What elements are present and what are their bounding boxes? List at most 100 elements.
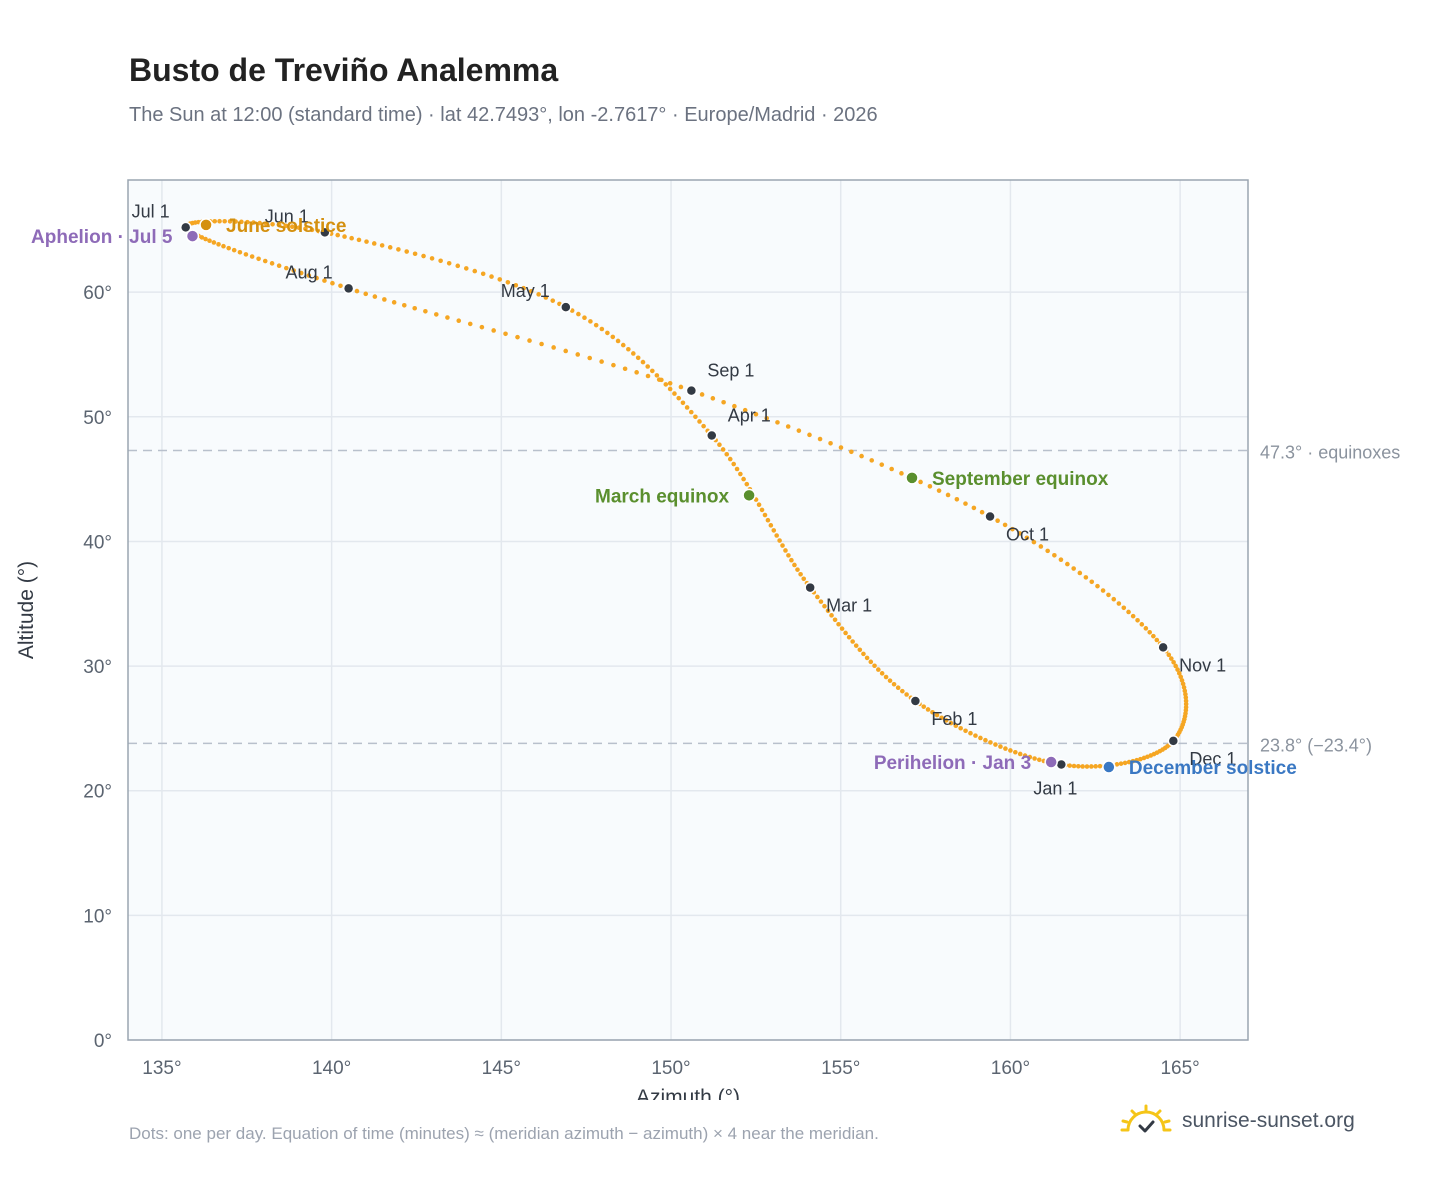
daily-sun-dot (895, 685, 901, 691)
daily-sun-dot (792, 562, 797, 568)
month-label: Aug 1 (286, 262, 333, 282)
event-marker (905, 471, 919, 485)
daily-sun-dot (1180, 681, 1186, 687)
daily-sun-dot (988, 740, 993, 745)
daily-sun-dot (979, 509, 985, 515)
daily-sun-dot (611, 362, 616, 368)
month-label: Nov 1 (1179, 655, 1226, 675)
daily-sun-dot (622, 366, 628, 372)
daily-sun-dot (423, 309, 428, 314)
daily-sun-dot (1058, 557, 1064, 562)
daily-sun-dot (1183, 695, 1189, 700)
footnote: Dots: one per day. Equation of time (min… (129, 1124, 879, 1143)
daily-sun-dot (401, 302, 407, 308)
daily-sun-dot (1010, 526, 1015, 532)
event-label: June solstice (226, 216, 346, 237)
daily-sun-dot (1097, 763, 1103, 769)
daily-sun-dot (995, 518, 1000, 523)
daily-sun-dot (993, 742, 998, 747)
daily-sun-dot (599, 359, 604, 364)
daily-sun-dot (207, 238, 212, 244)
daily-sun-dot (973, 733, 978, 738)
brand-name[interactable]: sunrise-sunset.org (1182, 1109, 1355, 1132)
brand[interactable]: sunrise-sunset.org (1120, 1104, 1355, 1138)
daily-sun-dot (891, 681, 897, 687)
daily-sun-dot (978, 735, 983, 741)
daily-sun-dot (1076, 763, 1081, 769)
reference-line-label: 23.8° (−23.4°) (1260, 735, 1372, 755)
daily-sun-dot (356, 237, 362, 243)
daily-sun-dot (798, 571, 803, 577)
y-tick-label: 60° (83, 283, 112, 304)
daily-sun-dot (775, 420, 780, 425)
daily-sun-dot (963, 728, 968, 734)
daily-sun-dot (371, 241, 377, 246)
daily-sun-dot (744, 481, 750, 487)
daily-sun-dot (239, 219, 244, 225)
daily-sun-dot (631, 351, 636, 356)
x-tick-label: 165° (1160, 1058, 1199, 1079)
daily-sun-dot (971, 505, 977, 511)
daily-sun-dot (710, 396, 716, 401)
daily-sun-dot (1045, 548, 1050, 554)
daily-sun-dot (838, 445, 844, 450)
daily-sun-dot (626, 346, 631, 352)
daily-sun-dot (699, 392, 705, 397)
daily-sun-dot (503, 331, 508, 337)
daily-sun-dot (983, 737, 988, 743)
daily-sun-dot (927, 484, 933, 489)
daily-sun-dot (645, 364, 650, 369)
daily-sun-dot (620, 342, 626, 348)
daily-sun-dot (1008, 748, 1013, 753)
daily-sun-dot (1100, 588, 1106, 593)
daily-sun-dot (954, 497, 960, 502)
daily-sun-dot (1139, 622, 1145, 627)
daily-sun-dot (263, 221, 269, 226)
daily-sun-dot (654, 373, 660, 378)
daily-sun-dot (291, 268, 296, 273)
month-label: Sep 1 (707, 361, 754, 381)
daily-sun-dot (429, 256, 435, 261)
month-marker (909, 695, 922, 707)
daily-sun-dot (404, 249, 409, 254)
daily-sun-dot (575, 352, 581, 357)
y-tick-label: 20° (83, 782, 112, 803)
daily-sun-dot (817, 436, 823, 442)
daily-sun-dot (303, 226, 308, 232)
y-tick-label: 50° (83, 408, 112, 429)
daily-sun-dot (822, 603, 827, 609)
event-marker (199, 218, 213, 232)
daily-sun-dot (233, 219, 238, 224)
daily-sun-dot (349, 235, 354, 241)
month-label: Apr 1 (728, 406, 771, 426)
daily-sun-dot (839, 626, 845, 631)
daily-sun-dot (1121, 605, 1127, 611)
event-marker (742, 488, 756, 503)
daily-sun-dot (610, 334, 616, 340)
daily-sun-dot (491, 328, 496, 333)
daily-sun-dot (289, 224, 295, 230)
daily-sun-dot (551, 345, 556, 350)
plot-area (128, 180, 1248, 1040)
daily-sun-dot (515, 334, 520, 340)
daily-sun-dot (1126, 759, 1132, 765)
event-marker (1044, 755, 1058, 769)
event-marker (185, 229, 200, 243)
daily-sun-dot (479, 324, 485, 330)
daily-sun-dot (731, 461, 736, 467)
daily-sun-dot (815, 594, 820, 600)
daily-sun-dot (1017, 531, 1023, 536)
daily-sun-dot (1022, 753, 1028, 758)
daily-sun-dot (879, 671, 885, 676)
daily-sun-dot (672, 391, 677, 396)
chart-title: Busto de Treviño Analemma (129, 52, 559, 88)
daily-sun-dot (1134, 757, 1140, 763)
daily-sun-dot (680, 400, 686, 406)
daily-sun-dot (396, 247, 401, 252)
daily-sun-dot (1017, 751, 1023, 757)
reference-lines: 47.3° · equinoxes 23.8° (−23.4°) (128, 442, 1400, 755)
daily-sun-dot (948, 720, 954, 726)
daily-sun-dot (742, 407, 748, 413)
daily-sun-dot (497, 277, 503, 282)
daily-sun-dot (789, 557, 794, 563)
